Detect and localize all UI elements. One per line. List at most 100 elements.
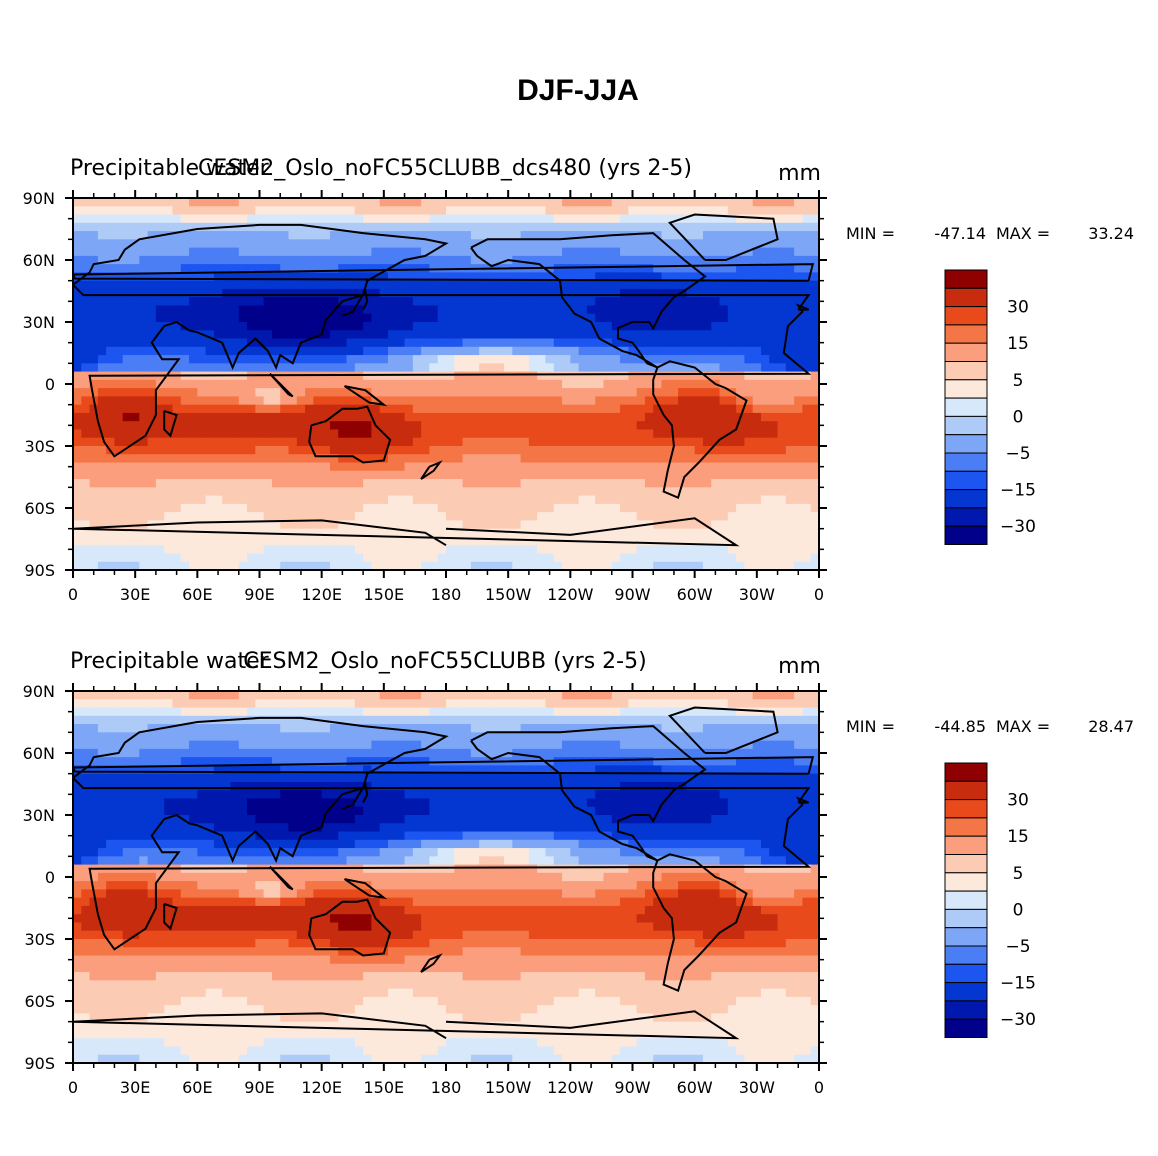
field-cell <box>429 379 439 389</box>
field-cell <box>487 355 497 364</box>
field-cell <box>437 388 447 397</box>
field-cell <box>744 322 754 331</box>
field-cell <box>711 724 721 733</box>
field-cell <box>180 206 190 216</box>
field-cell <box>603 454 613 464</box>
field-cell <box>495 272 505 282</box>
field-cell <box>611 545 621 555</box>
field-cell <box>189 528 198 538</box>
field-cell <box>122 412 132 422</box>
field-cell <box>653 748 663 758</box>
field-cell <box>479 454 489 464</box>
field-cell <box>213 748 223 758</box>
field-cell <box>437 454 447 464</box>
field-cell <box>603 363 613 373</box>
field-cell <box>81 264 91 273</box>
field-cell <box>396 305 406 315</box>
field-cell <box>387 297 397 307</box>
field-cell <box>205 470 215 480</box>
field-cell <box>736 388 745 397</box>
field-cell <box>205 437 215 447</box>
field-cell <box>736 454 745 464</box>
field-cell <box>230 495 240 505</box>
field-cell <box>719 545 729 555</box>
field-cell <box>802 355 812 364</box>
field-cell <box>586 528 596 538</box>
field-cell <box>271 404 281 414</box>
field-cell <box>263 231 273 240</box>
field-cell <box>371 715 381 725</box>
field-cell <box>636 740 646 750</box>
field-cell <box>106 479 116 488</box>
field-cell <box>81 561 91 570</box>
field-cell <box>180 346 190 356</box>
field-cell <box>172 363 182 373</box>
field-cell <box>802 272 812 282</box>
field-cell <box>520 288 530 298</box>
field-cell <box>719 379 729 389</box>
field-cell <box>305 732 314 742</box>
field-cell <box>222 355 232 364</box>
field-cell <box>537 198 547 207</box>
field-cell <box>89 495 99 505</box>
field-cell <box>545 280 555 290</box>
field-cell <box>603 396 613 406</box>
field-cell <box>205 247 215 257</box>
field-cell <box>487 446 497 455</box>
field-cell <box>280 222 290 232</box>
field-cell <box>412 421 422 431</box>
field-cell <box>446 454 455 464</box>
field-cell <box>97 280 107 290</box>
field-cell <box>213 404 223 414</box>
field-cell <box>338 470 348 480</box>
field-cell <box>686 363 696 373</box>
field-cell <box>429 330 439 340</box>
field-cell <box>396 699 406 709</box>
field-cell <box>686 264 696 273</box>
field-cell <box>404 715 414 725</box>
field-cell <box>736 247 745 257</box>
field-cell <box>777 388 787 397</box>
field-cell <box>603 699 613 709</box>
field-cell <box>744 264 754 273</box>
field-cell <box>454 715 464 725</box>
field-cell <box>313 313 323 323</box>
field-cell <box>97 462 107 472</box>
field-cell <box>454 495 464 505</box>
field-cell <box>437 222 447 232</box>
field-cell <box>396 462 406 472</box>
field-cell <box>669 346 679 356</box>
field-cell <box>785 412 795 422</box>
field-cell <box>636 264 646 273</box>
field-cell <box>504 371 513 381</box>
field-cell <box>802 545 812 555</box>
field-cell <box>479 346 489 356</box>
field-cell <box>296 691 306 700</box>
field-cell <box>553 280 563 290</box>
field-cell <box>288 206 298 216</box>
field-cell <box>363 536 372 546</box>
field-cell <box>247 454 256 464</box>
field-cell <box>570 421 580 431</box>
field-cell <box>603 222 613 232</box>
field-cell <box>363 512 372 521</box>
field-cell <box>760 231 770 240</box>
field-cell <box>512 421 522 431</box>
field-cell <box>147 313 157 323</box>
field-cell <box>396 371 406 381</box>
field-cell <box>578 231 588 240</box>
field-cell <box>155 264 165 273</box>
field-cell <box>329 437 339 447</box>
field-cell <box>760 715 770 725</box>
field-cell <box>288 272 298 282</box>
field-cell <box>222 545 232 555</box>
field-cell <box>694 748 704 758</box>
field-cell <box>412 495 422 505</box>
field-cell <box>653 198 663 207</box>
field-cell <box>404 255 414 265</box>
field-cell <box>155 536 165 546</box>
field-cell <box>363 222 372 232</box>
field-cell <box>313 255 323 265</box>
field-cell <box>189 715 198 725</box>
field-cell <box>238 561 248 570</box>
